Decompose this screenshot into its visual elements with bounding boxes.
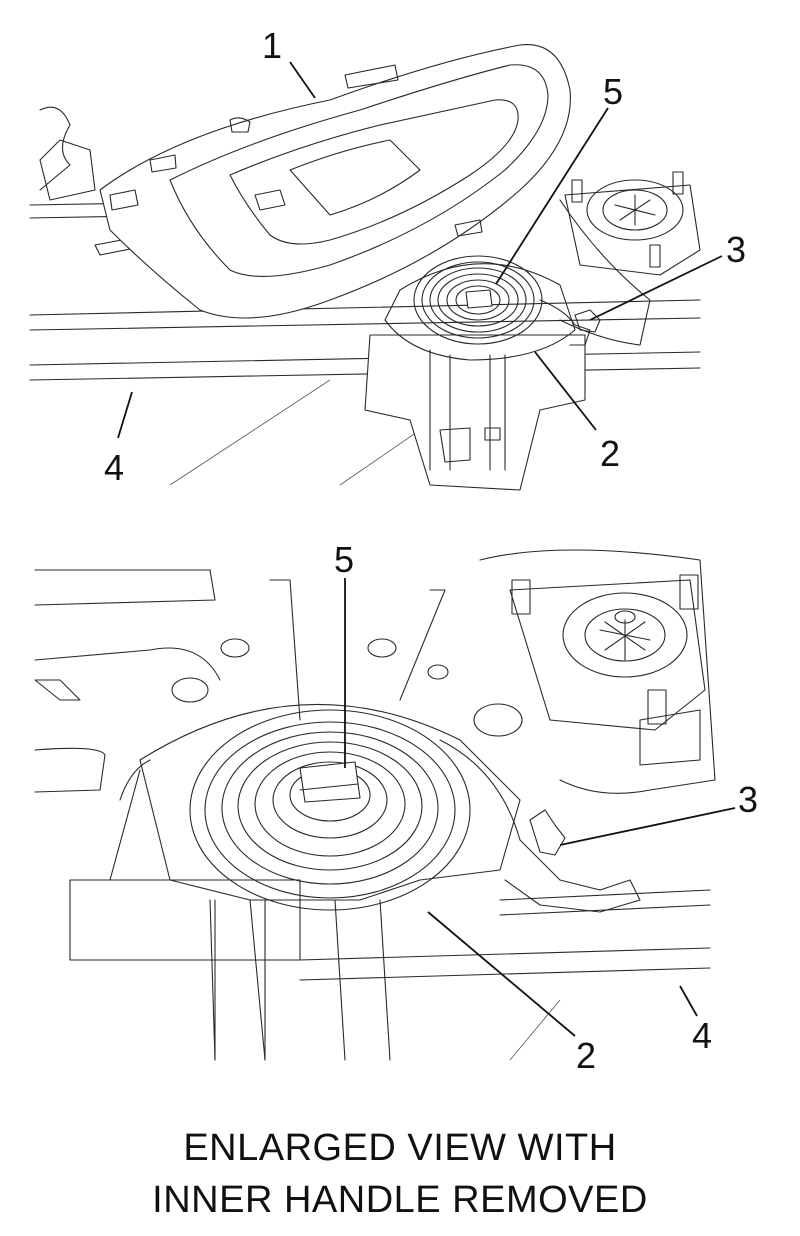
enlarged-clock-spring-coil <box>189 709 641 913</box>
enlarged-stop-tab <box>529 809 566 856</box>
enlarged-spring-housing <box>109 703 521 1061</box>
callout-1: 1 <box>262 25 282 66</box>
leader-line-2 <box>534 351 597 431</box>
leader-line-5 <box>495 107 609 285</box>
leader-line-4 <box>117 391 133 439</box>
callout-2-enlarged: 2 <box>576 1035 596 1076</box>
leader-line-3 <box>589 255 723 321</box>
caption: ENLARGED VIEW WITH INNER HANDLE REMOVED <box>0 1122 800 1226</box>
clock-spring-coil <box>413 255 591 346</box>
callout-4-enlarged: 4 <box>692 1015 712 1056</box>
callout-4: 4 <box>104 447 124 488</box>
leader-line-2-enlarged <box>427 911 576 1037</box>
window-motor <box>564 171 701 276</box>
stop-tab <box>574 309 601 333</box>
spring-housing <box>364 263 586 491</box>
enlarged-window-motor <box>509 574 706 766</box>
callout-5: 5 <box>603 71 623 112</box>
leader-line-1 <box>289 61 316 99</box>
top-view: 1 5 3 2 4 <box>29 25 746 491</box>
callout-3-enlarged: 3 <box>738 779 758 820</box>
caption-line-1: ENLARGED VIEW WITH <box>183 1127 617 1169</box>
enlarged-door-panel <box>34 549 716 1061</box>
callout-2: 2 <box>600 433 620 474</box>
caption-line-2: INNER HANDLE REMOVED <box>152 1179 648 1221</box>
callout-3: 3 <box>726 229 746 270</box>
callout-5-enlarged: 5 <box>334 539 354 580</box>
door-panel <box>29 106 701 486</box>
top-callouts: 1 5 3 2 4 <box>104 25 746 488</box>
leader-line-3-enlarged <box>559 807 736 846</box>
enlarged-callouts: 5 3 2 4 <box>334 539 758 1076</box>
enlarged-view: 5 3 2 4 <box>34 539 758 1076</box>
leader-line-4-enlarged <box>679 985 698 1017</box>
inner-handle-bezel <box>99 44 571 319</box>
